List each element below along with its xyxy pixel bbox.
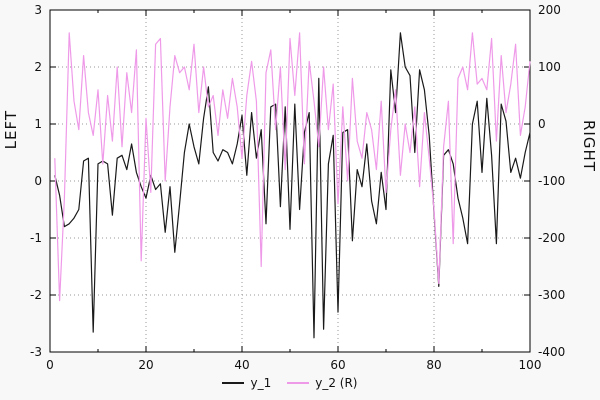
svg-text:-1: -1	[30, 231, 42, 245]
svg-text:3: 3	[34, 3, 42, 17]
svg-text:60: 60	[330, 358, 345, 372]
svg-text:1: 1	[34, 117, 42, 131]
svg-text:0: 0	[538, 117, 546, 131]
svg-text:2: 2	[34, 60, 42, 74]
left-axis-label: LEFT	[2, 110, 20, 150]
svg-text:-400: -400	[538, 345, 565, 359]
legend-item-y2: y_2 (R)	[287, 376, 358, 390]
svg-text:200: 200	[538, 3, 561, 17]
legend-swatch-y1	[222, 382, 245, 384]
svg-text:80: 80	[426, 358, 441, 372]
legend-item-y1: y_1	[222, 376, 271, 390]
svg-text:-200: -200	[538, 231, 565, 245]
svg-text:-2: -2	[30, 288, 42, 302]
svg-text:-300: -300	[538, 288, 565, 302]
legend-label-y2: y_2 (R)	[315, 376, 358, 390]
legend-label-y1: y_1	[250, 376, 272, 390]
svg-text:40: 40	[234, 358, 249, 372]
svg-text:100: 100	[519, 358, 542, 372]
chart-legend: y_1 y_2 (R)	[50, 376, 530, 390]
svg-text:-3: -3	[30, 345, 42, 359]
svg-text:100: 100	[538, 60, 561, 74]
svg-text:-100: -100	[538, 174, 565, 188]
svg-text:20: 20	[138, 358, 153, 372]
legend-swatch-y2	[287, 382, 310, 384]
svg-text:0: 0	[34, 174, 42, 188]
svg-text:0: 0	[46, 358, 54, 372]
right-axis-label: RIGHT	[580, 120, 598, 172]
